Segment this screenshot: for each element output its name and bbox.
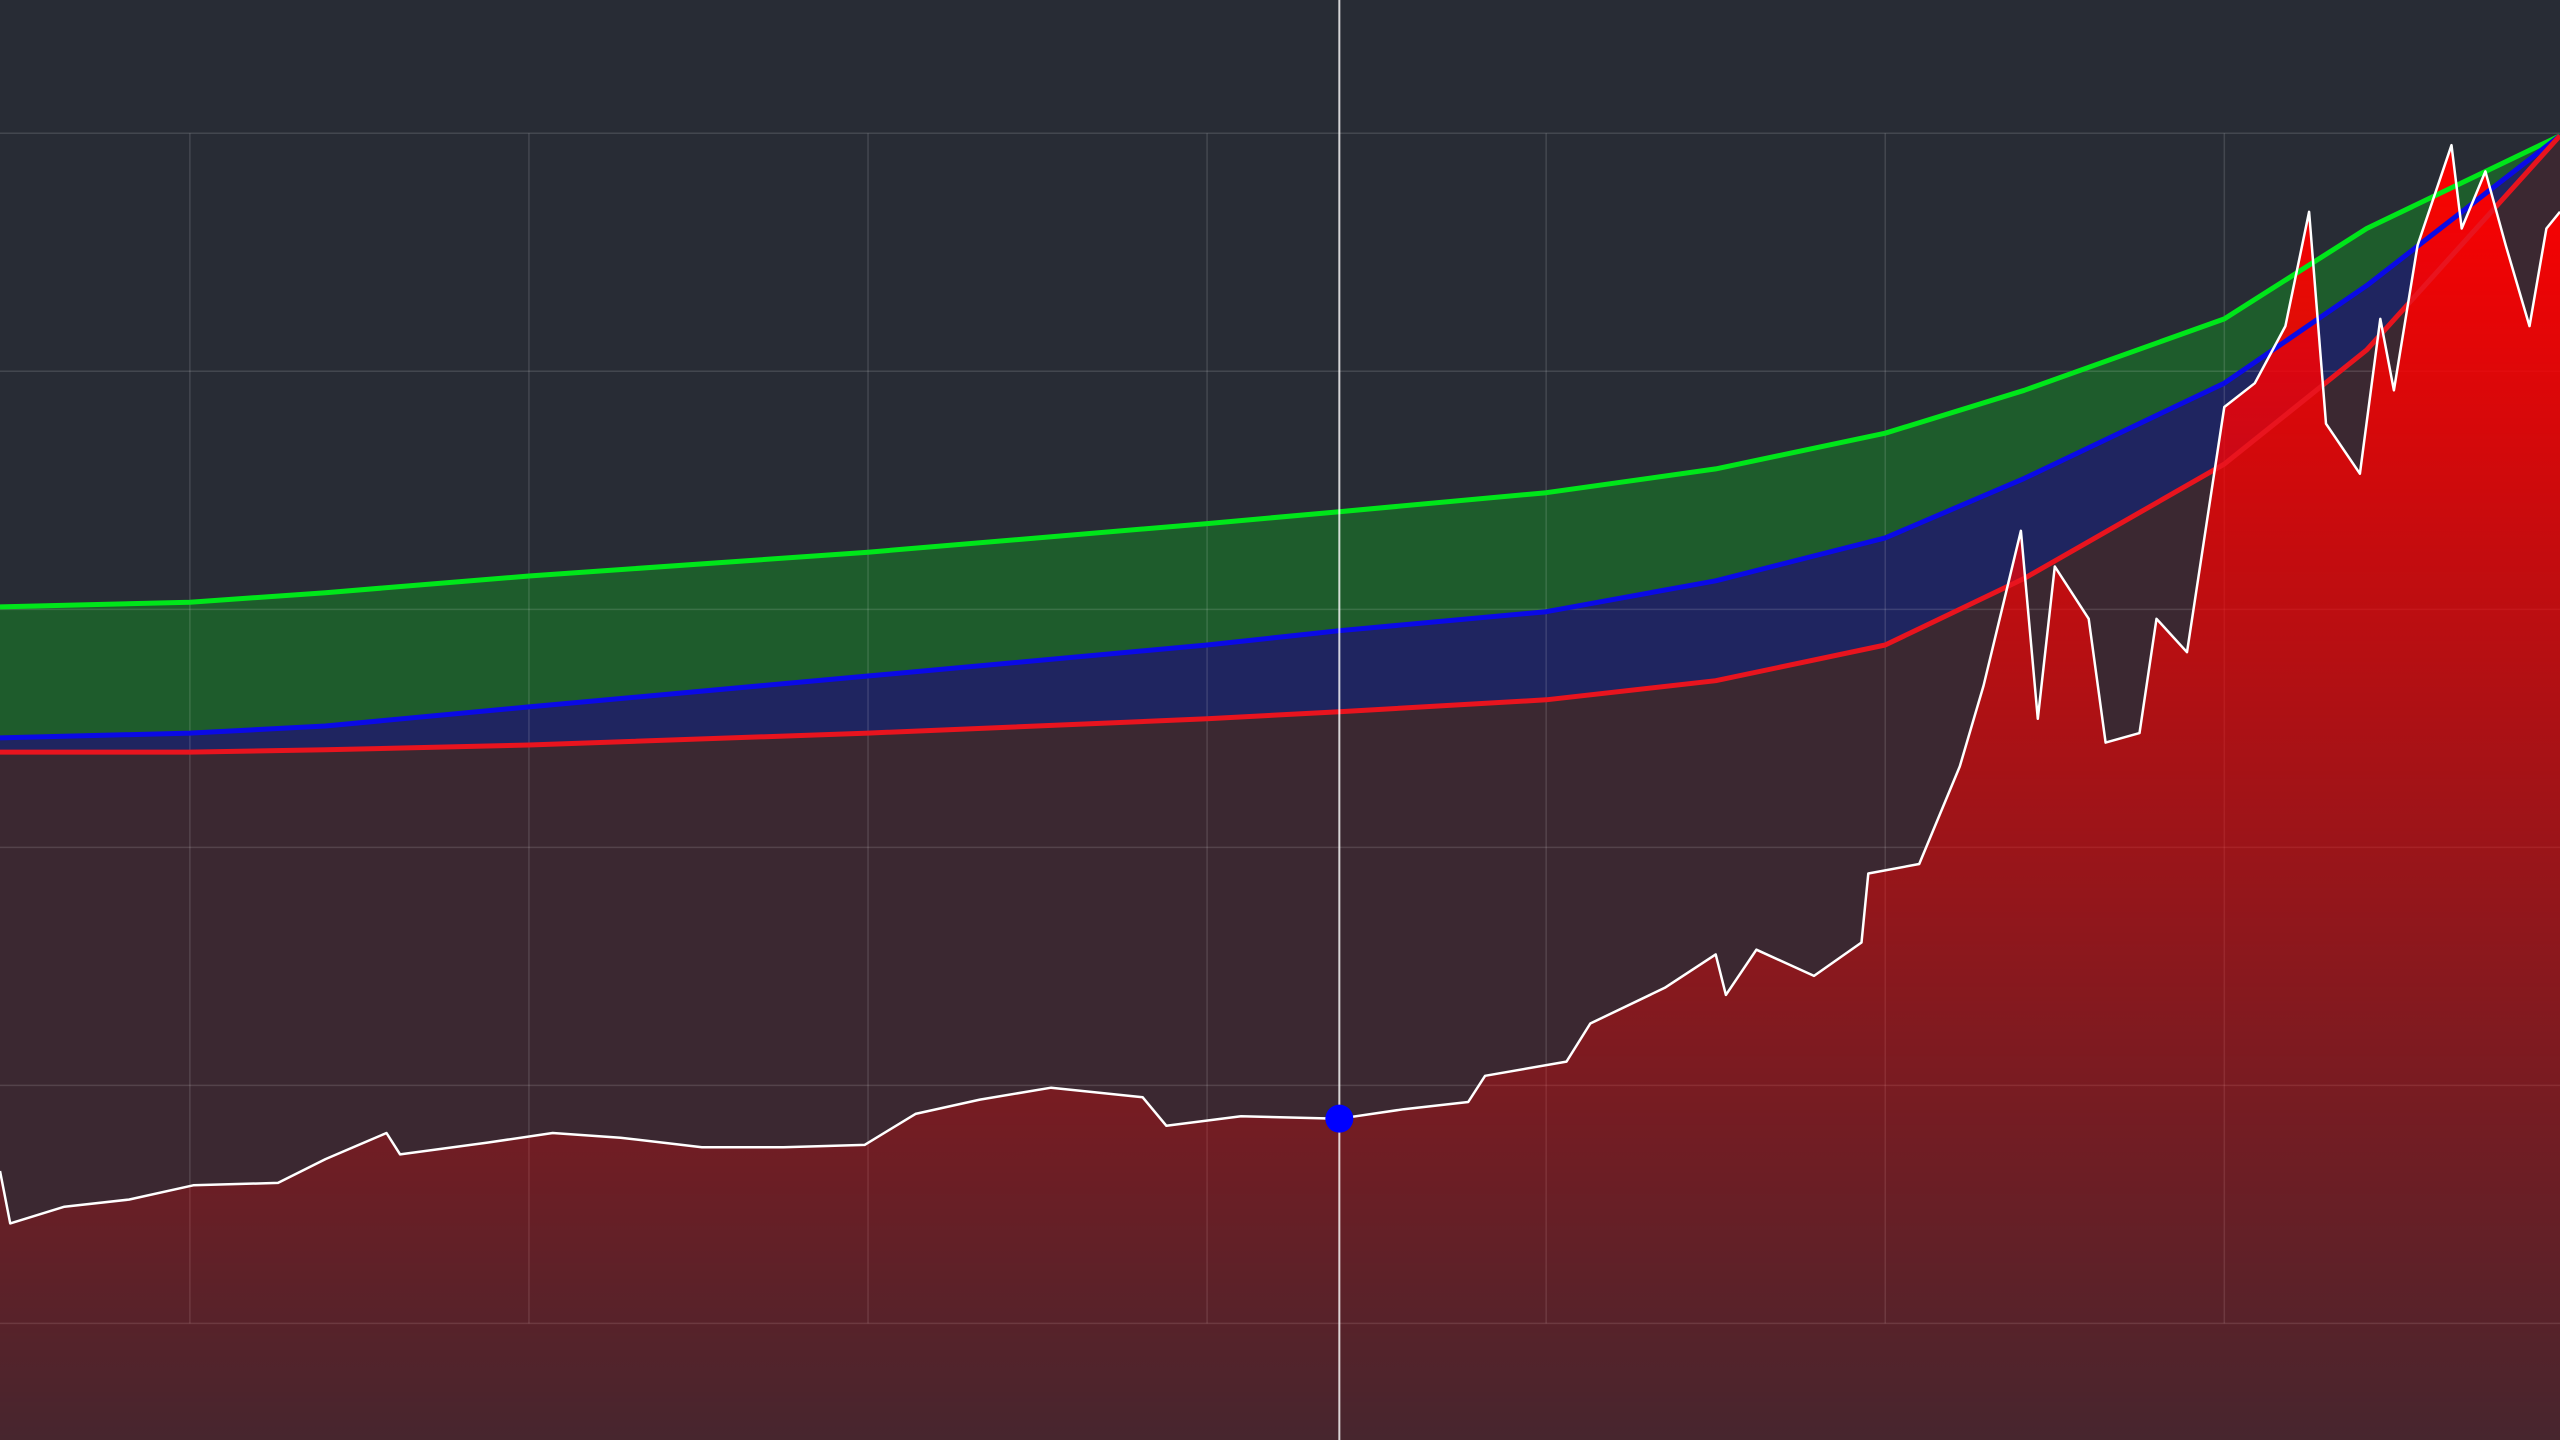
band-line bbox=[0, 133, 2560, 741]
band-line bbox=[0, 134, 2560, 755]
price-area bbox=[0, 145, 2560, 1440]
highlight-point bbox=[1325, 1104, 1354, 1133]
price-line bbox=[0, 143, 2560, 1225]
band-line bbox=[0, 133, 2560, 610]
band-fill bbox=[0, 135, 2560, 738]
band-fill bbox=[0, 135, 2560, 753]
